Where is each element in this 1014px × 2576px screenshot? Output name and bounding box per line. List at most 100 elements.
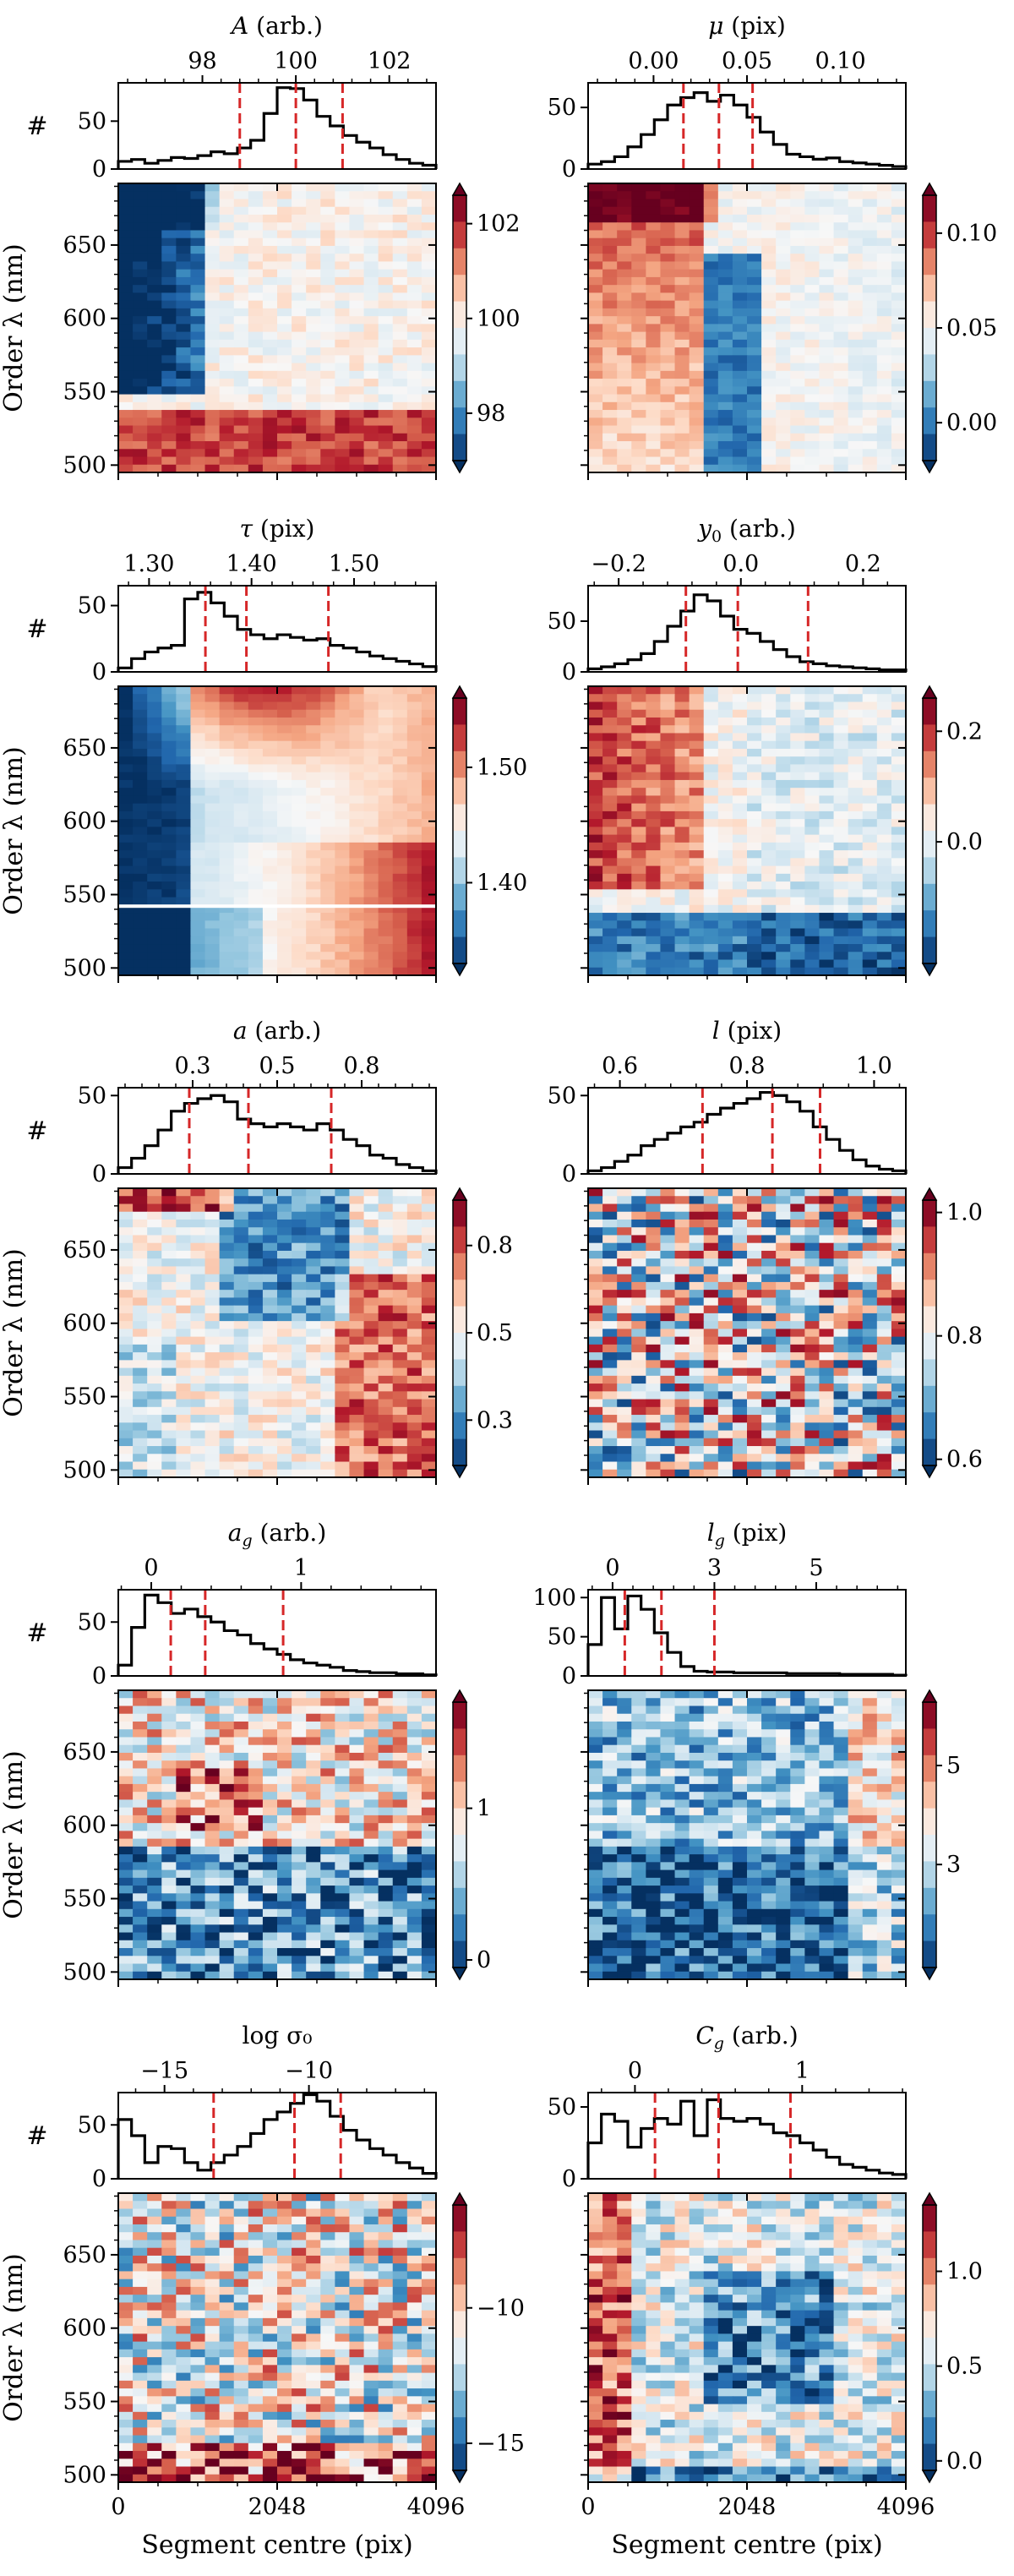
heatmap-cell [876,936,892,945]
heatmap-cell [790,764,805,773]
heatmap-cell [776,795,791,805]
heatmap-cell [306,425,321,434]
heatmap-cell [617,873,632,882]
heatmap-cell [862,952,878,961]
heatmap-cell [689,1227,705,1236]
heatmap-cell [176,1344,192,1353]
heatmap-cell [588,733,603,742]
heatmap-cell [833,355,849,364]
hist-bar [211,603,225,672]
heatmap-cell [703,881,719,890]
heatmap-cell [378,1203,394,1213]
heatmap-cell [335,401,351,411]
heatmap-cell [646,230,662,239]
heatmap-cell [147,810,162,820]
heatmap-cell [833,339,849,348]
heatmap-cell [219,394,235,403]
heatmap-cell [378,1235,394,1244]
heatmap-cell [392,1446,408,1454]
heatmap-cell [776,1258,791,1268]
heatmap-cell [176,694,192,703]
heatmap-cell [262,1446,278,1454]
heatmap-cell [646,865,662,875]
heatmap-cell [761,418,777,427]
heatmap-cell [277,819,292,827]
heatmap-cell [689,464,705,473]
heatmap-cell [790,827,805,836]
heatmap-cell [363,1305,379,1314]
heatmap-cell [147,1446,162,1454]
heatmap-cell [406,370,422,379]
heatmap-cell [147,936,162,945]
heatmap-cell [176,230,192,239]
heatmap-cell [703,810,719,820]
heatmap-cell [292,834,307,843]
heatmap-cell [161,881,177,890]
heatmap-cell [804,1227,820,1236]
heatmap-cell [761,967,777,976]
heatmap-cell [392,936,408,945]
heatmap-cell [790,276,805,286]
heatmap-cell [161,1219,177,1228]
heatmap-cell [617,1258,632,1268]
heatmap-cell [421,269,437,278]
heatmap-cell [335,873,351,882]
heatmap-cell [262,1415,278,1423]
heatmap-cell [804,913,820,921]
heatmap-cell [421,1375,437,1384]
heatmap-cell [392,191,408,200]
heatmap-cell [248,1274,264,1283]
heatmap-cell [349,1461,365,1471]
heatmap-cell [819,881,835,890]
heatmap-cell [306,222,321,232]
heatmap-cell [717,370,733,379]
heatmap-cell [335,245,351,254]
heatmap-cell [790,292,805,302]
heatmap-cell [363,858,379,867]
heatmap-cell [804,952,820,961]
heatmap-cell [891,959,907,969]
heatmap-cell [147,1360,162,1369]
heatmap-cell [421,1399,437,1408]
heatmap-cell [406,1313,422,1322]
heatmap-cell [204,418,221,427]
heatmap-cell [233,772,249,781]
heatmap-cell [248,191,264,200]
hist-frame [587,82,907,170]
heatmap-cell [776,803,791,812]
heatmap-cell [689,952,705,961]
heatmap-cell [761,1211,777,1220]
colorbar-segment [453,275,466,303]
panel-title-y0: y0 (arb.) [696,515,796,546]
heatmap-cell [133,959,148,969]
heatmap-cell [292,449,307,458]
heatmap-cell [320,456,335,466]
heatmap-cell [190,920,206,930]
heatmap-cell [176,285,192,293]
heatmap-cell [392,795,408,805]
heatmap-cell [133,230,148,239]
heatmap-cell [190,237,206,247]
heatmap-cell [876,756,892,766]
heatmap-cell [660,959,676,969]
heatmap-cell [320,748,335,757]
heatmap-cell [219,206,235,216]
heatmap-cell [891,709,907,718]
heatmap-cell [277,1430,292,1439]
heatmap-cell [891,433,907,442]
heatmap-cell [133,850,148,859]
heatmap-cell [717,214,733,223]
heatmap-cell [320,967,335,976]
heatmap-cell [219,733,235,742]
heatmap-cell [204,1336,221,1345]
heatmap-cell [133,441,148,450]
heatmap-cell [804,441,820,450]
heatmap-cell [277,276,292,286]
heatmap-cell [833,191,849,200]
heatmap-cell [747,254,762,263]
heatmap-cell [363,819,379,827]
heatmap-cell [320,725,335,734]
heatmap-cell [848,1227,864,1236]
heatmap-cell [602,1242,618,1252]
heatmap-cell [248,1360,264,1369]
